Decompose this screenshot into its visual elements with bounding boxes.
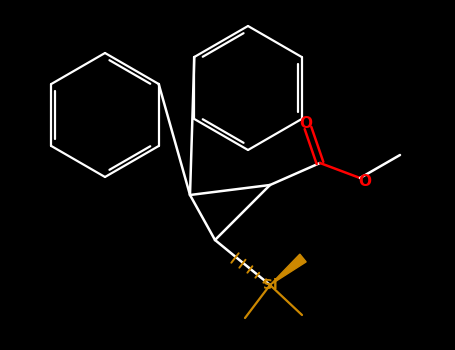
Text: Si: Si <box>263 278 277 292</box>
Text: O: O <box>359 174 371 189</box>
Text: O: O <box>299 117 313 132</box>
Polygon shape <box>270 254 306 285</box>
